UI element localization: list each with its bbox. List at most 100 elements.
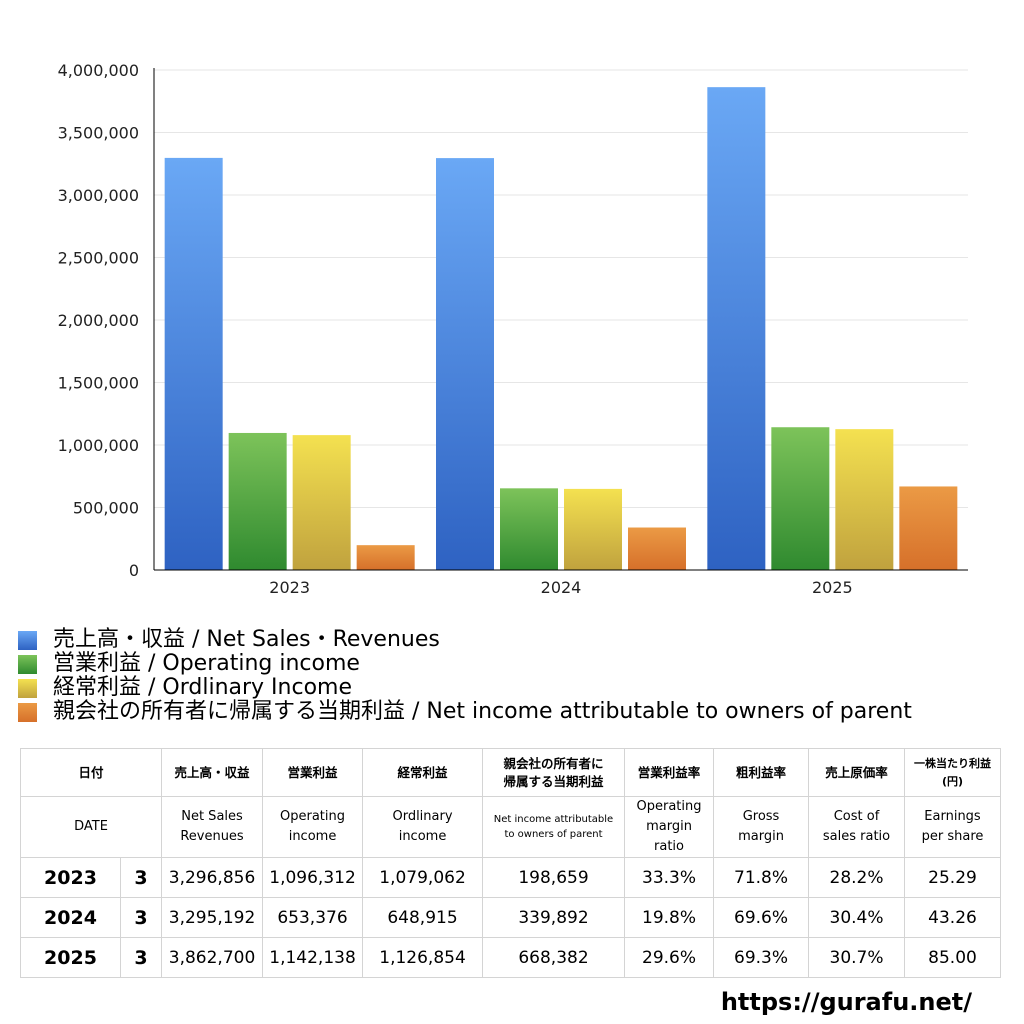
y-axis-tick-labels: 0 500,000 1,000,000 1,500,000 2,000,000 2,500… bbox=[58, 61, 139, 580]
header-cost-en-line2: sales ratio bbox=[822, 829, 891, 844]
row-net: 198,659 bbox=[482, 857, 626, 898]
y-tick-label: 1,500,000 bbox=[58, 374, 139, 393]
y-tick-label: 2,500,000 bbox=[58, 249, 139, 268]
bar bbox=[356, 545, 415, 570]
header-eps-en-line2: per share bbox=[921, 829, 984, 844]
row-month: 3 bbox=[119, 857, 163, 898]
legend-item-ordinary-income: 経常利益 / Ordlinary Income bbox=[18, 676, 912, 700]
row-cost: 28.2% bbox=[808, 857, 906, 898]
header-gross-jp: 粗利益率 bbox=[713, 748, 810, 797]
legend-swatch bbox=[18, 654, 37, 674]
header-cost-en: Cost of sales ratio bbox=[808, 796, 906, 858]
chart-legend: 売上高・収益 / Net Sales・Revenues 営業利益 / Opera… bbox=[18, 628, 912, 724]
header-sales-en: Net Sales Revenues bbox=[161, 796, 264, 858]
header-ordinary-jp: 経常利益 bbox=[362, 748, 484, 797]
row-sales: 3,296,856 bbox=[161, 857, 264, 898]
header-gross-en-line2: margin bbox=[738, 829, 784, 844]
header-gross-en: Gross margin bbox=[713, 796, 810, 858]
bar bbox=[436, 158, 494, 570]
y-tick-label: 1,000,000 bbox=[58, 436, 139, 455]
row-ordinary: 1,079,062 bbox=[362, 857, 484, 898]
header-op-margin-jp: 営業利益率 bbox=[624, 748, 715, 797]
bar bbox=[899, 486, 958, 570]
x-tick-label: 2023 bbox=[269, 578, 310, 597]
header-operating-en-line1: Operating bbox=[280, 809, 346, 824]
header-ordinary-en-line2: income bbox=[398, 829, 447, 844]
row-ordinary: 1,126,854 bbox=[362, 937, 484, 978]
header-net-income-en: Net income attributable to owners of par… bbox=[482, 796, 626, 858]
header-op-margin-en-line1: Operating bbox=[636, 799, 702, 814]
site-url[interactable]: https://gurafu.net/ bbox=[720, 988, 972, 1016]
legend-label: 経常利益 / Ordlinary Income bbox=[53, 675, 352, 700]
gridlines bbox=[154, 69, 968, 508]
header-operating-jp: 営業利益 bbox=[262, 748, 364, 797]
y-tick-label: 3,000,000 bbox=[58, 186, 139, 205]
legend-label: 売上高・収益 / Net Sales・Revenues bbox=[53, 627, 440, 652]
x-tick-label: 2024 bbox=[541, 578, 582, 597]
row-eps: 43.26 bbox=[904, 897, 1002, 938]
y-tick-label: 3,500,000 bbox=[58, 124, 139, 143]
header-sales-en-line1: Net Sales bbox=[181, 809, 243, 824]
row-gross: 69.6% bbox=[713, 897, 810, 938]
header-date-en: DATE bbox=[19, 796, 163, 858]
header-cost-jp: 売上原価率 bbox=[808, 748, 906, 797]
bars bbox=[164, 87, 958, 570]
bar bbox=[835, 429, 894, 570]
header-sales-en-line2: Revenues bbox=[180, 829, 244, 844]
header-net-line2: 帰属する当期利益 bbox=[503, 773, 604, 789]
legend-item-net-income: 親会社の所有者に帰属する当期利益 / Net income attributab… bbox=[18, 700, 912, 724]
y-tick-label: 4,000,000 bbox=[58, 61, 139, 80]
row-operating: 1,096,312 bbox=[262, 857, 364, 898]
header-net-line1: 親会社の所有者に bbox=[503, 755, 604, 771]
row-cost: 30.4% bbox=[808, 897, 906, 938]
row-month: 3 bbox=[119, 897, 163, 938]
y-tick-label: 0 bbox=[129, 561, 139, 580]
bar bbox=[771, 427, 830, 570]
x-tick-label: 2025 bbox=[812, 578, 853, 597]
bar bbox=[292, 435, 351, 570]
header-operating-en: Operating income bbox=[262, 796, 364, 858]
table-row: 2024 3 3,295,192 653,376 648,915 339,892… bbox=[20, 897, 1002, 938]
legend-swatch bbox=[18, 630, 37, 650]
legend-swatch bbox=[18, 678, 37, 698]
header-gross-en-line1: Gross bbox=[742, 809, 780, 824]
row-net: 668,382 bbox=[482, 937, 626, 978]
row-operating: 653,376 bbox=[262, 897, 364, 938]
legend-label: 親会社の所有者に帰属する当期利益 / Net income attributab… bbox=[53, 699, 912, 724]
row-op-margin: 33.3% bbox=[624, 857, 715, 898]
bar bbox=[500, 488, 558, 570]
header-op-margin-en-line3: ratio bbox=[654, 839, 684, 854]
legend-label: 営業利益 / Operating income bbox=[53, 651, 360, 676]
header-cost-en-line1: Cost of bbox=[833, 809, 880, 824]
legend-item-operating-income: 営業利益 / Operating income bbox=[18, 652, 912, 676]
x-axis-tick-labels: 2023 2024 2025 bbox=[269, 578, 852, 597]
bar bbox=[707, 87, 766, 570]
y-tick-label: 2,000,000 bbox=[58, 311, 139, 330]
row-month: 3 bbox=[119, 937, 163, 978]
row-eps: 25.29 bbox=[904, 857, 1002, 898]
financial-data-table: 日付 売上高・収益 営業利益 経常利益 親会社の所有者に 帰属する当期利益 営業… bbox=[19, 748, 1002, 978]
header-ordinary-en: Ordlinary income bbox=[362, 796, 484, 858]
header-ordinary-en-line1: Ordlinary bbox=[392, 809, 453, 824]
header-eps-line2: (円) bbox=[941, 774, 964, 788]
legend-item-net-sales: 売上高・収益 / Net Sales・Revenues bbox=[18, 628, 912, 652]
table-header-row-jp: 日付 売上高・収益 営業利益 経常利益 親会社の所有者に 帰属する当期利益 営業… bbox=[19, 748, 1002, 797]
row-gross: 71.8% bbox=[713, 857, 810, 898]
y-tick-label: 500,000 bbox=[73, 499, 139, 518]
bar bbox=[228, 432, 287, 570]
row-cost: 30.7% bbox=[808, 937, 906, 978]
header-operating-en-line2: income bbox=[288, 829, 337, 844]
bar-chart: 0 500,000 1,000,000 1,500,000 2,000,000 2,500… bbox=[58, 61, 968, 597]
header-sales-jp: 売上高・収益 bbox=[161, 748, 264, 797]
row-eps: 85.00 bbox=[904, 937, 1002, 978]
bar bbox=[628, 527, 686, 570]
table-row: 2023 3 3,296,856 1,096,312 1,079,062 198… bbox=[20, 857, 1002, 898]
table-header-row-en: DATE Net Sales Revenues Operating income… bbox=[19, 796, 1002, 858]
axes bbox=[153, 68, 968, 571]
row-net: 339,892 bbox=[482, 897, 626, 938]
header-eps-en: Earnings per share bbox=[904, 796, 1002, 858]
row-year: 2025 bbox=[20, 937, 121, 978]
bar bbox=[564, 488, 622, 570]
header-net-en-line1: Net income attributable bbox=[493, 814, 614, 825]
header-op-margin-en: Operating margin ratio bbox=[624, 796, 715, 858]
